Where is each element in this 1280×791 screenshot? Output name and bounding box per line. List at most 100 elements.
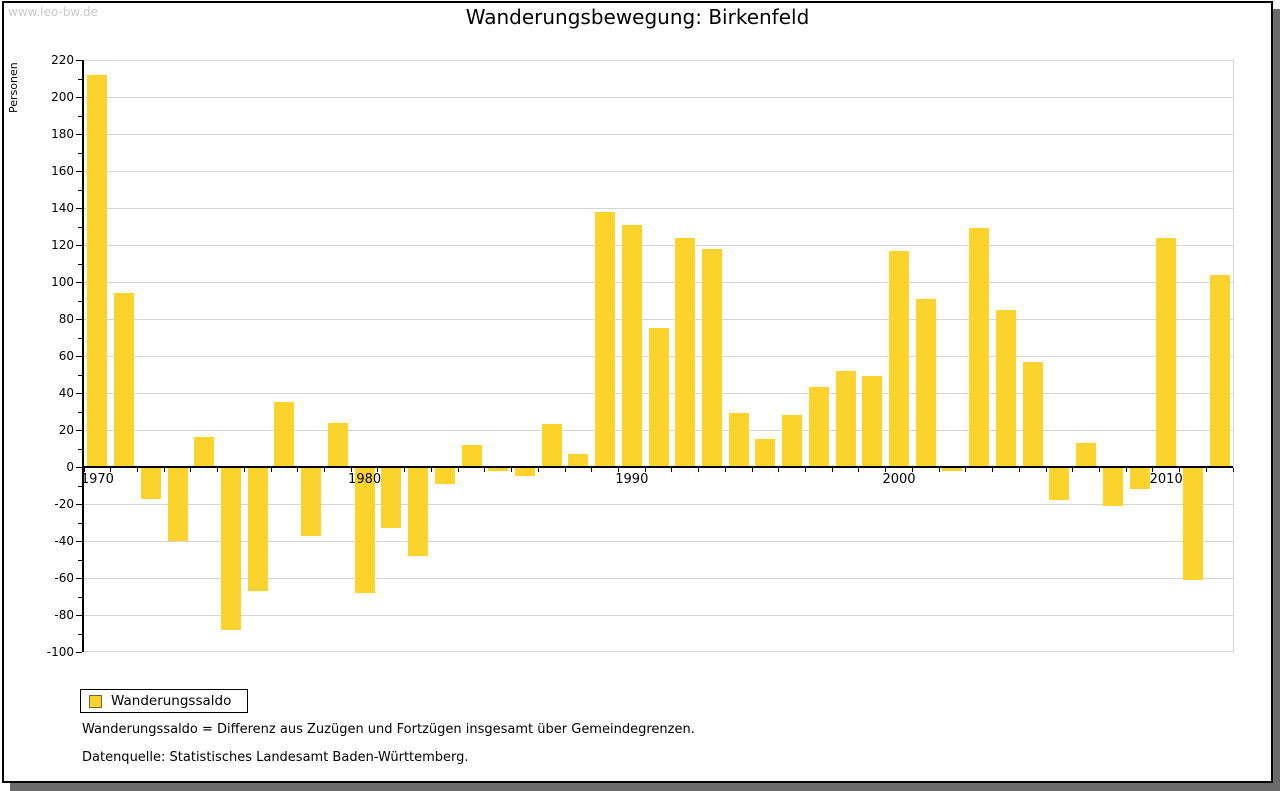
bar-1997	[808, 387, 829, 467]
y-axis-tick	[76, 171, 82, 172]
y-axis-tick	[76, 541, 82, 542]
x-axis-tick	[243, 468, 245, 472]
y-gridline	[84, 319, 1233, 320]
y-axis-minor-tick	[78, 597, 82, 598]
x-axis-tick	[430, 468, 432, 472]
legend-label: Wanderungssaldo	[111, 693, 232, 709]
x-axis-tick	[698, 468, 700, 472]
y-gridline	[84, 578, 1233, 579]
y-axis-minor-tick	[78, 560, 82, 561]
bar-1972	[140, 467, 161, 499]
y-axis-minor-tick	[78, 523, 82, 524]
y-axis-tick-label: -80	[54, 608, 74, 622]
y-axis-minor-tick	[78, 227, 82, 228]
x-axis-tick	[992, 468, 993, 472]
y-axis-tick	[76, 504, 82, 505]
x-axis-tick	[885, 468, 887, 472]
x-axis-tick	[350, 468, 352, 472]
y-axis-tick-label: 80	[58, 312, 74, 326]
y-gridline	[84, 282, 1233, 283]
x-axis-tick	[136, 468, 138, 472]
x-axis-tick	[1045, 468, 1047, 472]
x-axis-tick	[965, 468, 967, 472]
x-axis-tick	[1072, 468, 1074, 472]
y-axis-tick-label: 60	[58, 349, 74, 363]
y-gridline	[84, 541, 1233, 542]
x-axis-tick	[190, 468, 192, 472]
y-gridline	[84, 245, 1233, 246]
y-axis-tick	[76, 356, 82, 357]
x-axis-label-2010: 2010	[1149, 472, 1183, 487]
y-axis-minor-tick	[78, 449, 82, 450]
bar-1970	[87, 74, 108, 467]
x-axis-zero-line	[84, 466, 1233, 468]
bar-1994	[728, 413, 749, 468]
bar-1990	[621, 224, 642, 468]
bar-1971	[114, 293, 135, 467]
bar-2001	[915, 298, 936, 467]
y-gridline	[84, 97, 1233, 98]
x-axis-tick	[1232, 468, 1234, 472]
legend: Wanderungssaldo	[80, 689, 249, 713]
y-axis-title: Personen	[7, 62, 20, 113]
y-gridline	[84, 504, 1233, 505]
x-axis-tick	[511, 468, 512, 472]
y-axis-tick	[76, 578, 82, 579]
x-axis-label-2000: 2000	[882, 472, 916, 487]
bar-1993	[701, 248, 722, 467]
plot-area: 1970 1980 1990 2000 2010 220 200 180 160 140 120 10…	[47, 53, 1234, 659]
bar-2004	[995, 309, 1016, 468]
y-axis-minor-tick	[78, 634, 82, 635]
x-axis-tick	[751, 468, 753, 472]
y-gridline	[84, 208, 1233, 209]
x-axis-tick	[724, 468, 726, 472]
x-axis-tick	[324, 468, 325, 472]
y-axis-tick	[76, 134, 82, 135]
y-axis-minor-tick	[78, 190, 82, 191]
bar-2003	[969, 228, 990, 467]
bar-1974	[194, 437, 215, 467]
bar-1978	[301, 467, 322, 536]
y-axis-tick	[76, 97, 82, 98]
y-axis-tick	[76, 393, 82, 394]
y-axis-tick-label: -20	[54, 497, 74, 511]
bar-1986	[514, 467, 535, 477]
y-axis-tick-label: 120	[51, 238, 74, 252]
footnote-definition: Wanderungssaldo = Differenz aus Zuzügen …	[82, 722, 695, 737]
x-axis-tick	[1179, 468, 1181, 472]
bar-1984	[461, 444, 482, 467]
bar-2008	[1102, 467, 1123, 506]
x-axis-tick	[644, 468, 646, 472]
x-axis-tick	[858, 468, 860, 472]
bar-1991	[648, 328, 669, 468]
y-axis-tick-label: 20	[58, 423, 74, 437]
y-axis-tick-label: 200	[51, 90, 74, 104]
x-axis-tick	[831, 468, 833, 472]
x-axis-tick	[1152, 468, 1154, 472]
bar-2007	[1076, 442, 1096, 467]
x-axis-tick	[778, 468, 780, 472]
y-axis-minor-tick	[78, 301, 82, 302]
y-axis-minor-tick	[78, 412, 82, 413]
y-axis-minor-tick	[78, 79, 82, 80]
x-axis-label-1970: 1970	[80, 472, 114, 487]
bar-1973	[167, 467, 188, 541]
y-gridline	[84, 615, 1233, 616]
y-gridline	[84, 60, 1233, 61]
x-axis-tick	[163, 468, 165, 472]
x-axis-tick	[83, 468, 85, 472]
y-axis-tick	[76, 652, 82, 653]
y-axis-tick-label: 140	[51, 201, 74, 215]
y-gridline	[84, 171, 1233, 172]
bar-2006	[1049, 467, 1070, 501]
y-axis-tick	[76, 208, 82, 209]
bar-1988	[568, 454, 589, 468]
x-axis-tick	[1018, 468, 1020, 472]
bar-1980	[354, 467, 375, 593]
y-axis-tick-label: 160	[51, 164, 74, 178]
y-axis-tick-label: -40	[54, 534, 74, 548]
x-axis-tick	[537, 468, 539, 472]
y-axis-minor-tick	[78, 153, 82, 154]
y-gridline	[84, 134, 1233, 135]
x-axis-tick	[617, 468, 619, 472]
